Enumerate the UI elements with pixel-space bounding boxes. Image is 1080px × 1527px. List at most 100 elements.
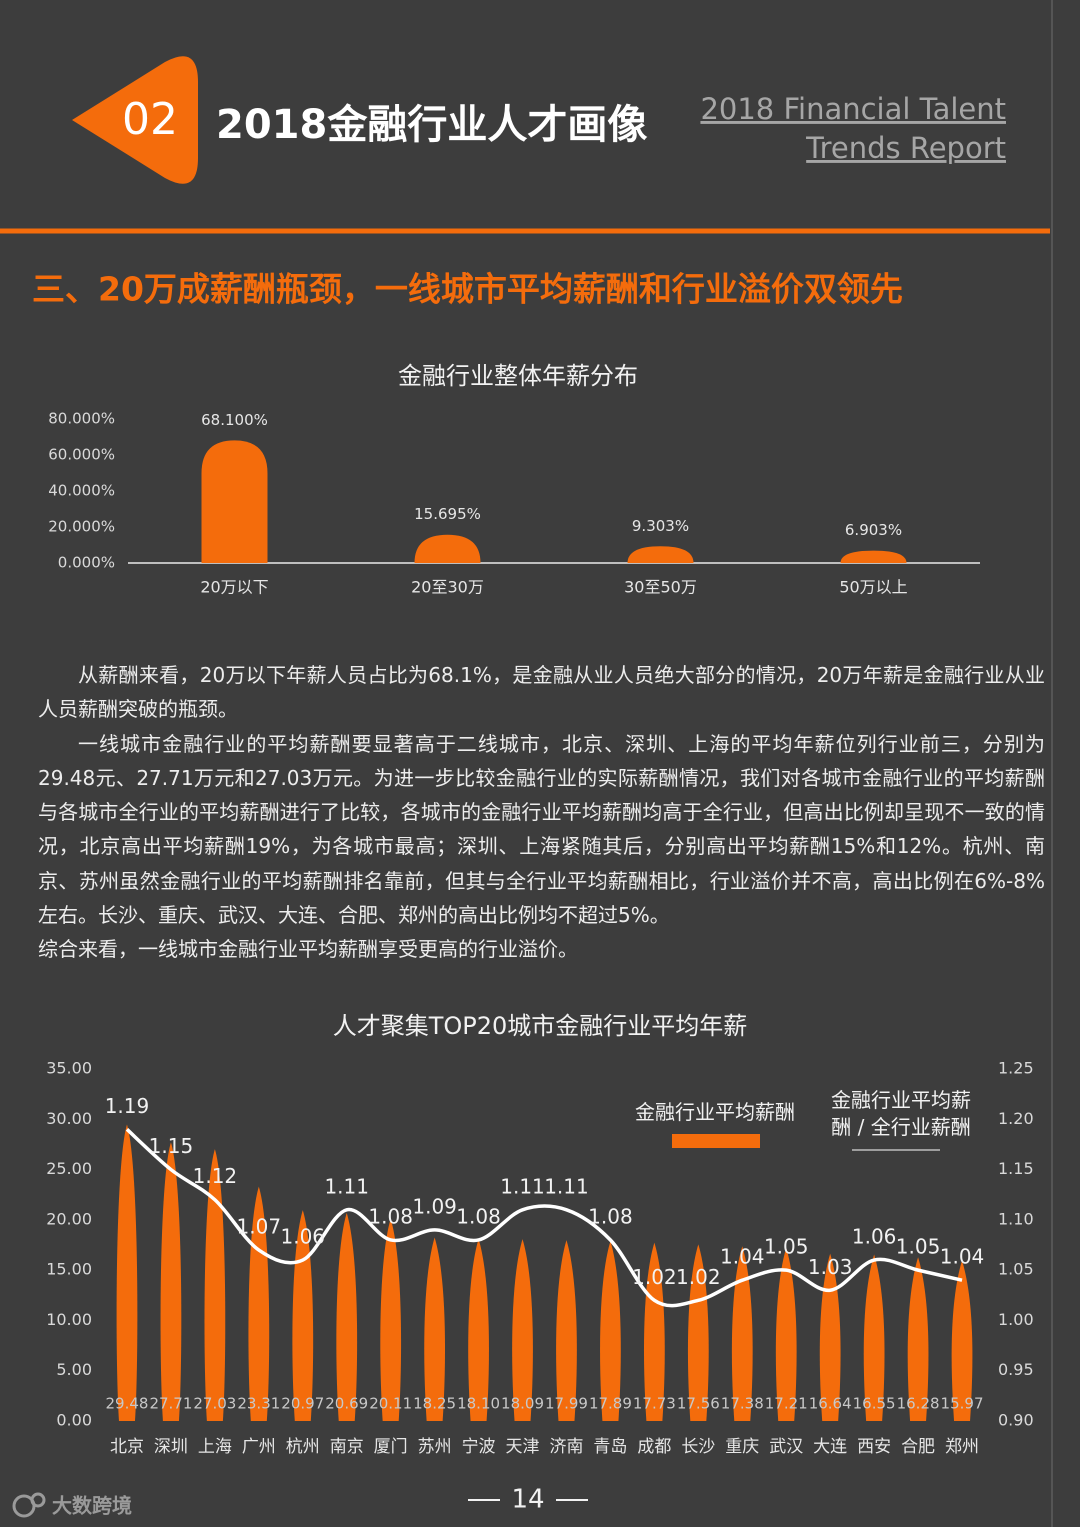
- bar: [687, 1244, 709, 1421]
- bar: [204, 1149, 226, 1421]
- watermark-logo: [30, 1492, 46, 1508]
- x-tick-label: 50万以上: [839, 578, 907, 597]
- value-label: 29.48: [105, 1395, 148, 1413]
- x-tick-label: 重庆: [725, 1437, 759, 1457]
- y-tick-label: 20.00: [46, 1209, 92, 1228]
- value-label: 27.71: [149, 1395, 192, 1413]
- value-label: 20.11: [369, 1395, 412, 1413]
- line: [125, 1128, 963, 1308]
- x-tick-label: 大连: [813, 1437, 847, 1457]
- legend-swatch: [672, 1134, 760, 1148]
- section-title: 三、20万成薪酬瓶颈，一线城市平均薪酬和行业溢价双领先: [32, 270, 903, 309]
- paragraph: 从薪酬来看，20万以下年薪人员占比为68.1%，是金融从业人员绝大部分的情况，2…: [38, 663, 1045, 722]
- bar: [600, 1241, 621, 1421]
- data-label: 1.09: [412, 1194, 457, 1218]
- bar: [201, 440, 268, 563]
- bar: [819, 1253, 841, 1421]
- y-tick-label: 0.00: [56, 1411, 92, 1430]
- value-label: 20.97: [281, 1395, 324, 1413]
- x-tick-label: 长沙: [681, 1437, 715, 1457]
- paragraph: 综合来看，一线城市金融行业平均薪酬享受更高的行业溢价。: [38, 937, 578, 962]
- chart-title: 人才聚集TOP20城市金融行业平均年薪: [333, 1012, 748, 1040]
- page-number: 14: [511, 1485, 544, 1515]
- header-number: 02: [122, 94, 178, 145]
- english-title: Trends Report: [805, 131, 1006, 165]
- data-label: 1.08: [456, 1204, 501, 1228]
- data-label: 1.08: [588, 1204, 633, 1228]
- value-label: 15.97: [941, 1395, 984, 1413]
- y-tick-label: 30.00: [46, 1109, 92, 1128]
- x-tick-label: 深圳: [154, 1437, 188, 1457]
- data-label: 1.04: [940, 1245, 985, 1269]
- data-label: 1.02: [676, 1265, 721, 1289]
- bar: [116, 1124, 138, 1421]
- data-label: 1.11: [500, 1174, 545, 1198]
- data-label: 1.05: [896, 1235, 941, 1259]
- y-tick-label: 60.000%: [48, 446, 115, 464]
- value-label: 15.695%: [414, 505, 481, 523]
- y2-tick-label: 1.25: [998, 1059, 1034, 1078]
- header-title: 2018金融行业人才画像: [216, 102, 647, 148]
- value-label: 6.903%: [845, 521, 902, 539]
- value-label: 17.99: [545, 1395, 588, 1413]
- y-tick-label: 40.000%: [48, 482, 115, 500]
- x-tick-label: 郑州: [945, 1437, 979, 1457]
- value-label: 16.55: [853, 1395, 896, 1413]
- english-title: 2018 Financial Talent: [700, 92, 1006, 126]
- y2-tick-label: 1.20: [998, 1109, 1034, 1128]
- legend-entry: 金融行业平均薪酬: [635, 1100, 795, 1124]
- bar: [863, 1254, 885, 1421]
- x-tick-label: 30至50万: [624, 578, 697, 597]
- paragraph: 一线城市金融行业的平均薪酬要显著高于二线城市，北京、深圳、上海的平均年薪位列行业…: [38, 731, 1045, 928]
- y-tick-label: 25.00: [46, 1159, 92, 1178]
- data-label: 1.05: [764, 1235, 809, 1259]
- value-label: 16.64: [809, 1395, 852, 1413]
- bar: [907, 1257, 929, 1421]
- y2-tick-label: 1.15: [998, 1159, 1034, 1178]
- y-tick-label: 15.00: [46, 1260, 92, 1279]
- value-label: 17.56: [677, 1395, 720, 1413]
- y-tick-label: 20.000%: [48, 518, 115, 536]
- x-tick-label: 青岛: [593, 1437, 627, 1457]
- data-label: 1.02: [632, 1265, 677, 1289]
- bar: [424, 1237, 446, 1421]
- y2-tick-label: 1.10: [998, 1209, 1034, 1228]
- x-tick-label: 合肥: [901, 1437, 935, 1457]
- legend-entry: 金融行业平均薪酬 / 全行业薪酬: [831, 1088, 971, 1139]
- y-tick-label: 35.00: [46, 1059, 92, 1078]
- value-label: 17.38: [721, 1395, 764, 1413]
- bar: [414, 534, 481, 563]
- value-label: 23.31: [237, 1395, 280, 1413]
- data-label: 1.12: [193, 1164, 238, 1188]
- x-tick-label: 天津: [506, 1437, 540, 1457]
- y-tick-label: 80.000%: [48, 410, 115, 428]
- y2-tick-label: 1.00: [998, 1310, 1034, 1329]
- x-tick-label: 济南: [549, 1437, 583, 1457]
- data-label: 1.19: [105, 1094, 150, 1118]
- value-label: 17.73: [633, 1395, 676, 1413]
- y2-tick-label: 0.95: [998, 1360, 1034, 1379]
- bar: [380, 1218, 402, 1421]
- x-tick-label: 广州: [242, 1437, 276, 1457]
- x-tick-label: 成都: [637, 1437, 671, 1457]
- y-tick-label: 5.00: [56, 1360, 92, 1379]
- data-label: 1.04: [720, 1245, 765, 1269]
- bar: [160, 1142, 182, 1421]
- x-tick-label: 厦门: [374, 1437, 408, 1457]
- x-tick-label: 20万以下: [200, 578, 268, 597]
- bar: [775, 1247, 797, 1421]
- data-label: 1.11: [544, 1174, 589, 1198]
- bar: [627, 546, 694, 563]
- value-label: 16.28: [897, 1395, 940, 1413]
- x-tick-label: 苏州: [418, 1437, 452, 1457]
- y2-tick-label: 1.05: [998, 1260, 1034, 1279]
- value-label: 68.100%: [201, 411, 268, 429]
- data-label: 1.08: [368, 1204, 413, 1228]
- x-tick-label: 宁波: [462, 1437, 496, 1457]
- value-label: 18.25: [413, 1395, 456, 1413]
- x-tick-label: 北京: [110, 1437, 144, 1457]
- x-tick-label: 西安: [857, 1437, 891, 1457]
- data-label: 1.06: [281, 1225, 326, 1249]
- x-tick-label: 南京: [330, 1437, 364, 1457]
